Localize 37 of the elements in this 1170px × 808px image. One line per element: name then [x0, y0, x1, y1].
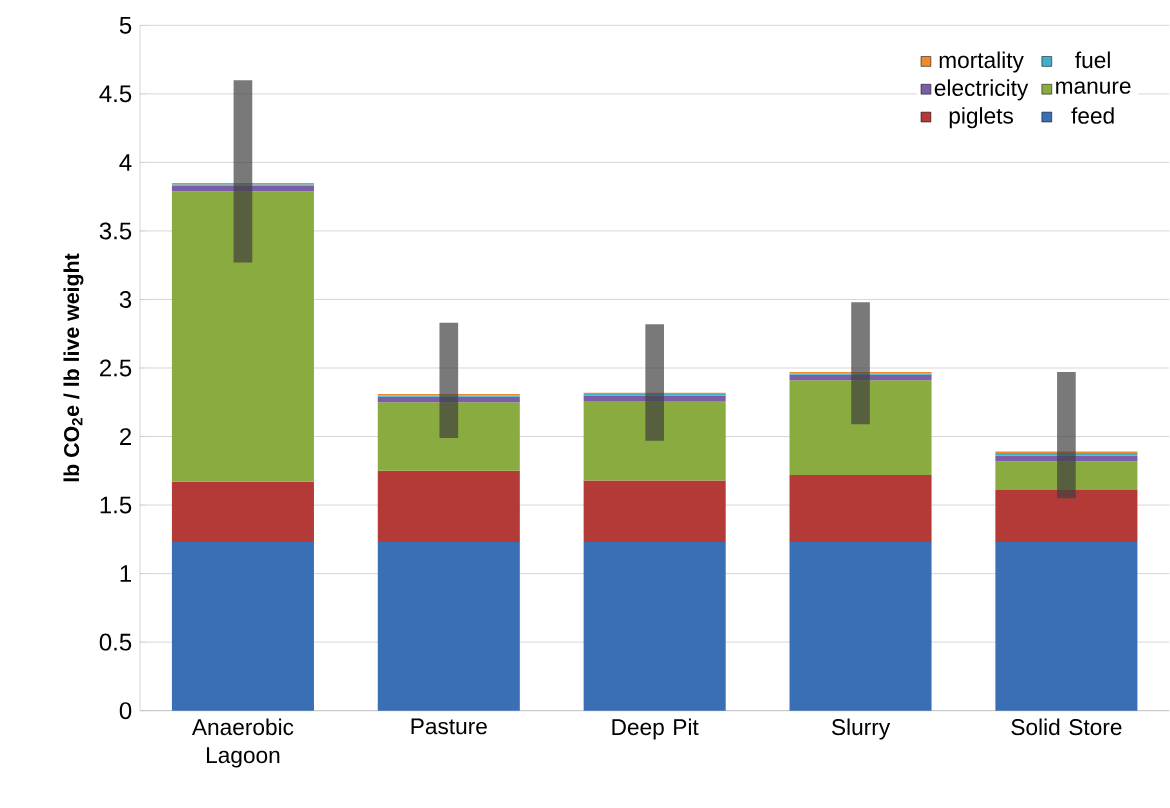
y-tick-label: 2 [120, 428, 131, 445]
y-tick-label: 0 [119, 702, 132, 720]
bar [377, 470, 520, 543]
bar [995, 489, 1138, 543]
bar [583, 480, 726, 543]
y-axis-title: lb CO$_{2}$e / lb live weight [63, 253, 84, 482]
bar [171, 191, 314, 482]
legend-label: mortality [939, 51, 1024, 73]
bar [789, 474, 932, 543]
bar [377, 542, 520, 711]
x-tick-label: Pasture [411, 718, 487, 735]
y-tick-label: 1.5 [100, 496, 132, 514]
bar [171, 542, 314, 711]
bar [377, 402, 520, 471]
legend-label: fuel [1075, 51, 1110, 69]
bar [995, 542, 1138, 711]
bar [583, 542, 726, 711]
bar [171, 481, 314, 543]
y-tick-label: 1 [120, 565, 132, 582]
y-tick-label: 5 [119, 16, 132, 34]
bar [789, 542, 932, 711]
legend-label: feed [1071, 107, 1114, 124]
x-tick-label: Deep Pit [612, 718, 699, 740]
x-tick-label: Anaerobic Lagoon [191, 718, 294, 768]
legend-label: piglets [949, 107, 1013, 129]
y-tick-label: 3.5 [99, 222, 132, 240]
y-tick-label: 4.5 [99, 85, 132, 103]
legend-label: manure [1056, 81, 1131, 94]
legend-label: electricity [934, 79, 1029, 101]
y-tick-label: 3 [119, 290, 132, 308]
y-tick-label: 4 [119, 154, 132, 171]
x-tick-label: Slurry [831, 718, 891, 740]
x-tick-label: Solid Store [1011, 718, 1122, 736]
bar [583, 400, 726, 481]
bar [789, 380, 932, 475]
y-tick-label: 2.5 [100, 359, 132, 377]
y-tick-label: 0.5 [99, 633, 132, 651]
